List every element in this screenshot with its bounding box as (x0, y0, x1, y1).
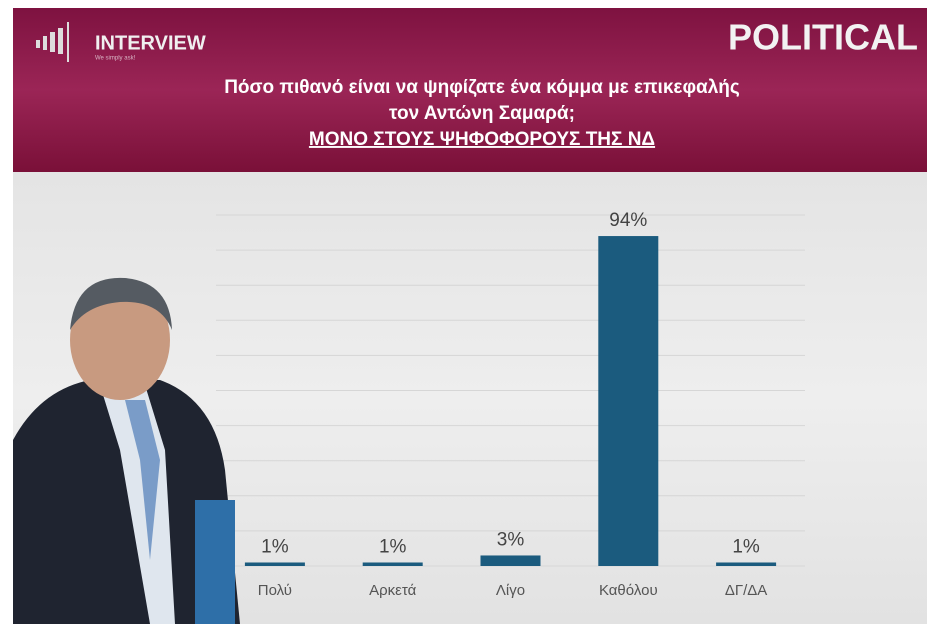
bar (245, 562, 305, 566)
value-label: 1% (379, 537, 407, 558)
section: POLITICAL (728, 17, 918, 58)
bar (598, 236, 658, 566)
chart-title: Πόσο πιθανό είναι να ψηφίζατε ένα κόμμα … (224, 77, 740, 98)
page: INTERVIEW We simply ask! POLITICAL Πόσο … (0, 0, 927, 624)
chart-title: τον Αντώνη Σαμαρά; (389, 103, 575, 124)
value-label: 1% (732, 537, 760, 558)
value-label: 1% (261, 537, 289, 558)
x-tick-label: Πολύ (258, 582, 292, 599)
value-label: 3% (497, 529, 525, 550)
brand: INTERVIEW (95, 32, 206, 54)
chart-subtitle: ΜΟΝΟ ΣΤΟΥΣ ΨΗΦΟΦΟΡΟΥΣ ΤΗΣ ΝΔ (309, 129, 655, 150)
chart: INTERVIEW We simply ask! POLITICAL Πόσο … (0, 0, 927, 624)
x-tick-label: Αρκετά (369, 582, 416, 599)
x-tick-label: Καθόλου (599, 582, 658, 599)
tagline: We simply ask! (95, 56, 136, 62)
x-tick-label: ΔΓ/ΔΑ (725, 582, 767, 599)
bar (481, 555, 541, 566)
x-tick-label: Λίγο (496, 582, 525, 599)
bar (716, 562, 776, 566)
value-label: 94% (609, 210, 647, 231)
bar (363, 562, 423, 566)
